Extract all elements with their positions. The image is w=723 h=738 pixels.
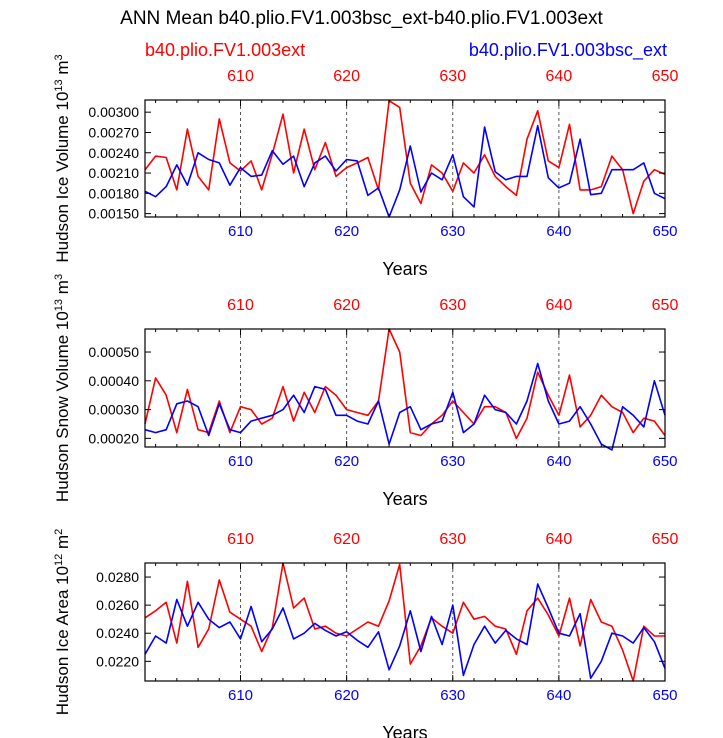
panel3-xtick-label-top: 650 xyxy=(652,531,679,548)
panel2-xtick-label-top: 610 xyxy=(227,297,254,314)
panel1-xlabel: Years xyxy=(382,259,427,279)
panel3-line-bsc-ext xyxy=(144,583,666,680)
panel3-ylabel: Hudson Ice Area 1012 m2 xyxy=(53,529,72,716)
panel3-xlabel: Years xyxy=(382,723,427,738)
panel3-xtick-label-top: 630 xyxy=(439,531,466,548)
panel3-line-ext xyxy=(144,562,665,682)
panel1-frame xyxy=(144,99,666,218)
panel2-frame xyxy=(144,328,666,448)
panel2-xtick-label-top: 630 xyxy=(439,297,466,314)
panel3-xtick-label-bottom: 640 xyxy=(546,687,571,704)
legend-series-ext: b40.plio.FV1.003ext xyxy=(145,40,306,60)
panel1-xtick-label-bottom: 630 xyxy=(440,223,465,240)
panel3-ytick-label: 0.0240 xyxy=(96,625,139,641)
panel2-ytick-label: 0.00040 xyxy=(88,373,139,389)
panel1-xtick-label-top: 630 xyxy=(439,68,466,85)
panel1-ytick-label: 0.00240 xyxy=(88,145,139,161)
panel1-xtick-label-top: 620 xyxy=(333,68,360,85)
panel2-xtick-label-bottom: 610 xyxy=(228,453,253,470)
panel3-ytick-label: 0.0260 xyxy=(96,597,139,613)
panel2-line-bsc-ext xyxy=(144,362,666,451)
panel1-xtick-label-top: 640 xyxy=(546,68,573,85)
panel2-xtick-label-bottom: 620 xyxy=(334,453,359,470)
panel2-xtick-label-top: 640 xyxy=(546,297,573,314)
panel1-xtick-label-bottom: 650 xyxy=(652,223,677,240)
panel2-ytick-label: 0.00020 xyxy=(88,430,139,446)
panel3-ytick-label: 0.0220 xyxy=(96,653,139,669)
panel1-xtick-label-top: 610 xyxy=(227,68,254,85)
panel1-xtick-label-top: 650 xyxy=(652,68,679,85)
panel2-xtick-label-bottom: 630 xyxy=(440,453,465,470)
panel2-xtick-label-bottom: 640 xyxy=(546,453,571,470)
panel1-xtick-label-bottom: 610 xyxy=(228,223,253,240)
panel1-xtick-label-bottom: 640 xyxy=(546,223,571,240)
panel2-ylabel: Hudson Snow Volume 1013 m3 xyxy=(53,274,72,502)
panel2-line-ext xyxy=(144,328,666,440)
panel1-ytick-label: 0.00270 xyxy=(88,124,139,140)
panel3-ytick-label: 0.0280 xyxy=(96,569,139,585)
panel1-ytick-label: 0.00150 xyxy=(88,206,139,222)
panel2-ytick-label: 0.00030 xyxy=(88,402,139,418)
panel1-ytick-label: 0.00210 xyxy=(88,165,139,181)
panel3-frame xyxy=(144,562,666,682)
panel1-ylabel: Hudson Ice Volume 1013 m3 xyxy=(53,54,72,262)
panel3-xtick-label-bottom: 610 xyxy=(228,687,253,704)
panel3-xtick-label-top: 620 xyxy=(333,531,360,548)
panel3-xtick-label-top: 640 xyxy=(546,531,573,548)
panel2-xlabel: Years xyxy=(382,489,427,509)
panel3-xtick-label-bottom: 650 xyxy=(652,687,677,704)
panel3-xtick-label-bottom: 620 xyxy=(334,687,359,704)
panel2-ytick-label: 0.00050 xyxy=(88,344,139,360)
panel2-xtick-label-bottom: 650 xyxy=(652,453,677,470)
panel1-ytick-label: 0.00180 xyxy=(88,185,139,201)
panel1-line-ext xyxy=(144,99,666,215)
panel1-line-bsc-ext xyxy=(144,124,666,218)
legend-series-bsc-ext: b40.plio.FV1.003bsc_ext xyxy=(468,40,667,60)
panel2-xtick-label-top: 650 xyxy=(652,297,679,314)
figure-title: ANN Mean b40.plio.FV1.003bsc_ext-b40.pli… xyxy=(120,8,603,29)
panel2-xtick-label-top: 620 xyxy=(333,297,360,314)
panel1-xtick-label-bottom: 620 xyxy=(334,223,359,240)
panel3-xtick-label-top: 610 xyxy=(227,531,254,548)
panel3-xtick-label-bottom: 630 xyxy=(440,687,465,704)
panel1-ytick-label: 0.00300 xyxy=(88,104,139,120)
